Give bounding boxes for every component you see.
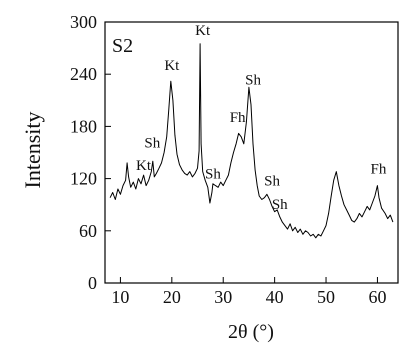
y-tick-label: 60 — [79, 221, 97, 241]
peak-label: Sh — [272, 197, 288, 213]
panel-label: S2 — [112, 35, 133, 57]
x-axis-label: 2θ (°) — [228, 321, 274, 343]
peak-label: Sh — [205, 167, 221, 183]
peak-label: Sh — [245, 73, 261, 89]
axes-layer: 10 20 30 40 50 60 0 60 120 180 240 300 — [70, 12, 399, 307]
plot-frame — [104, 21, 399, 284]
peak-label: Fh — [230, 110, 246, 126]
x-tick-label: 40 — [266, 287, 284, 307]
peak-label: Sh — [144, 135, 160, 151]
annotation-layer: Kt Sh Kt Kt Sh Fh Sh Sh Sh Fh — [136, 23, 387, 213]
x-tick-label: 50 — [317, 287, 335, 307]
peak-label: Kt — [195, 23, 211, 39]
x-tick-label: 30 — [214, 287, 232, 307]
peak-label: Kt — [164, 58, 180, 74]
x-tick-label: 60 — [368, 287, 386, 307]
y-axis-label: Intensity — [20, 112, 45, 189]
y-tick-label: 120 — [70, 169, 97, 189]
peak-label: Sh — [264, 174, 280, 190]
series-layer — [109, 43, 394, 239]
y-tick-label: 240 — [70, 64, 97, 84]
series-line-0 — [109, 43, 394, 239]
peak-label: Kt — [136, 158, 152, 174]
y-tick-label: 0 — [88, 273, 97, 293]
x-tick-label: 20 — [163, 287, 181, 307]
x-tick-label: 10 — [111, 287, 129, 307]
y-tick-label: 300 — [70, 12, 97, 32]
y-tick-label: 180 — [70, 116, 97, 136]
peak-label: Fh — [371, 161, 387, 177]
